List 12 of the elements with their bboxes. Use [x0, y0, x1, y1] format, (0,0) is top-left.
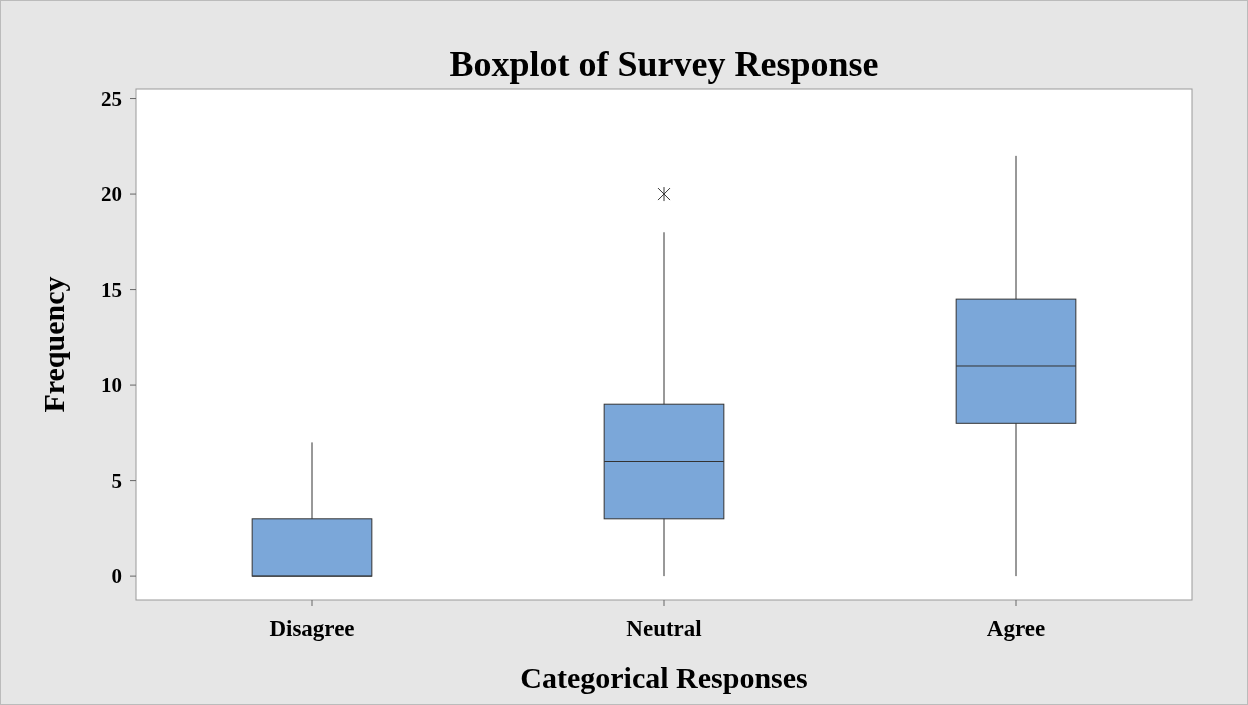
y-tick-label: 20	[101, 182, 122, 207]
x-axis-title: Categorical Responses	[520, 661, 808, 694]
y-axis-title: Frequency	[37, 276, 70, 413]
y-tick-label: 0	[111, 564, 122, 589]
x-tick-label: Agree	[986, 616, 1046, 641]
x-tick-label: Disagree	[269, 616, 355, 641]
y-tick-label: 10	[101, 373, 122, 398]
chart-title: Boxplot of Survey Response	[449, 44, 879, 84]
y-tick-label: 15	[101, 277, 122, 302]
x-tick-label: Neutral	[626, 616, 702, 641]
y-tick-label: 25	[101, 86, 122, 111]
y-tick-label: 5	[111, 468, 122, 493]
